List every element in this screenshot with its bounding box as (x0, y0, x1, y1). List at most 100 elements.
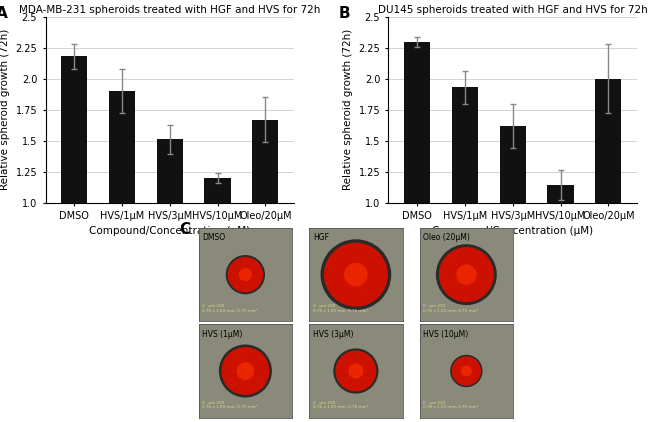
Point (224, 273, 234, 280)
Point (346, 384, 356, 391)
Ellipse shape (239, 268, 252, 281)
Point (369, 271, 380, 278)
Point (444, 289, 454, 295)
Point (381, 273, 391, 279)
Point (341, 353, 352, 360)
Point (349, 364, 359, 371)
Point (363, 296, 374, 303)
Point (356, 385, 366, 392)
Point (258, 357, 268, 363)
Point (331, 260, 341, 266)
Point (323, 277, 333, 284)
Point (240, 367, 250, 373)
Ellipse shape (219, 344, 272, 398)
Point (363, 278, 373, 285)
Point (475, 284, 486, 290)
Point (324, 283, 334, 290)
Point (324, 276, 334, 282)
Point (454, 371, 465, 378)
Point (263, 369, 273, 376)
Text: 0   μm 200
0.76 x 1.00 mm, 0.75 mm²: 0 μm 200 0.76 x 1.00 mm, 0.75 mm² (202, 304, 258, 313)
Point (254, 268, 264, 274)
Point (463, 281, 473, 288)
Point (258, 373, 268, 380)
Point (348, 358, 358, 365)
Point (239, 368, 249, 375)
Point (339, 243, 349, 250)
Point (239, 262, 249, 268)
Point (456, 356, 467, 362)
Point (469, 366, 480, 373)
Point (452, 248, 463, 254)
Point (358, 363, 368, 370)
Point (330, 281, 340, 287)
Point (230, 350, 240, 357)
Point (478, 251, 488, 257)
Point (363, 287, 373, 293)
Point (228, 376, 239, 382)
Bar (61, 57, 87, 203)
Point (459, 290, 469, 297)
Point (355, 295, 365, 302)
Point (359, 281, 370, 287)
Point (356, 284, 366, 290)
Point (356, 257, 366, 264)
Point (469, 369, 479, 376)
Point (450, 291, 460, 298)
Point (345, 294, 356, 300)
Point (238, 261, 248, 268)
Point (454, 278, 465, 284)
Point (231, 276, 242, 283)
Point (335, 249, 345, 255)
Point (458, 259, 469, 265)
Point (328, 289, 339, 296)
Point (237, 380, 247, 387)
Point (246, 275, 256, 281)
Point (329, 254, 339, 261)
Point (463, 249, 474, 256)
Point (451, 368, 462, 375)
Point (226, 373, 237, 379)
Point (337, 288, 347, 295)
Point (365, 261, 376, 268)
Point (359, 252, 369, 258)
Point (370, 281, 380, 288)
Point (237, 367, 248, 373)
Point (245, 382, 255, 389)
Point (255, 379, 265, 385)
Point (221, 375, 231, 382)
Point (359, 362, 370, 369)
Point (321, 277, 332, 284)
Point (231, 379, 241, 385)
Point (470, 279, 480, 286)
Point (353, 242, 363, 249)
Point (346, 258, 356, 265)
Point (353, 283, 363, 289)
Point (237, 258, 247, 265)
Point (477, 268, 488, 275)
Point (369, 264, 380, 271)
Point (230, 362, 240, 369)
Point (356, 357, 367, 364)
Point (251, 385, 261, 392)
Point (381, 272, 391, 279)
Point (465, 278, 476, 284)
Point (367, 287, 378, 293)
Point (344, 296, 355, 303)
Point (369, 271, 379, 278)
Point (378, 265, 389, 271)
Point (454, 253, 464, 260)
Point (359, 368, 369, 374)
Point (363, 248, 373, 255)
Point (439, 267, 450, 274)
Point (356, 350, 366, 357)
Point (336, 272, 346, 279)
Point (447, 266, 458, 273)
Point (462, 288, 472, 295)
Point (348, 262, 359, 269)
Point (482, 273, 492, 279)
Ellipse shape (222, 347, 269, 395)
Point (470, 272, 480, 279)
Point (443, 262, 454, 269)
Point (259, 361, 270, 368)
